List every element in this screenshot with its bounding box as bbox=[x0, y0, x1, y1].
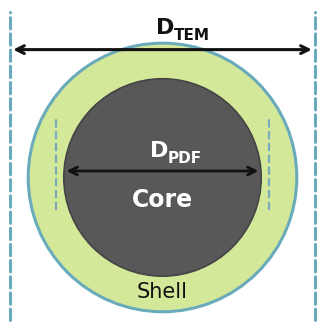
Text: PDF: PDF bbox=[167, 151, 202, 166]
Text: D: D bbox=[156, 18, 175, 38]
Circle shape bbox=[64, 79, 261, 276]
Text: D: D bbox=[150, 141, 168, 161]
Text: TEM: TEM bbox=[174, 28, 210, 43]
Text: Shell: Shell bbox=[137, 282, 188, 302]
Text: Core: Core bbox=[132, 188, 193, 212]
Circle shape bbox=[28, 43, 297, 312]
